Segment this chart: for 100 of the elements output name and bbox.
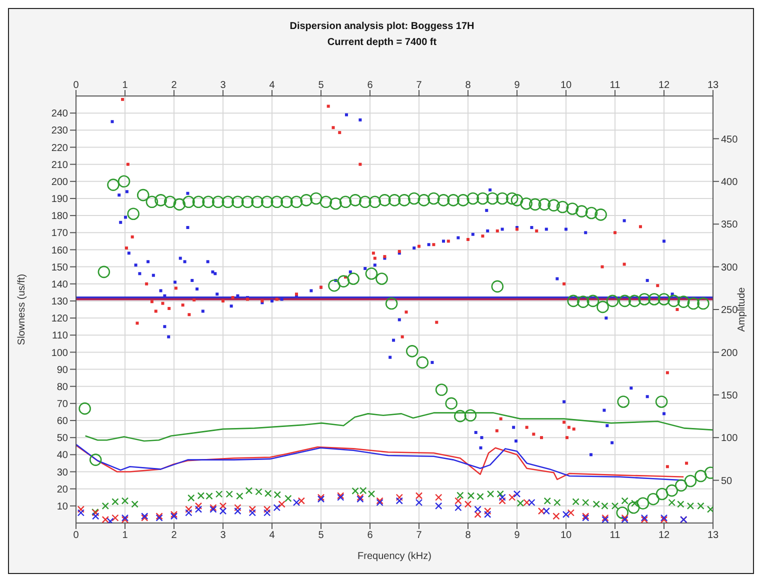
chart-title: Dispersion analysis plot: Boggess 17H: [288, 21, 476, 32]
point: [136, 322, 139, 325]
point: [666, 465, 669, 468]
x-tick-label: 4: [269, 80, 276, 91]
x-tick-label: 7: [416, 80, 422, 91]
point: [181, 304, 184, 307]
y-tick-label: 100: [51, 348, 68, 359]
y2-tick-label: 250: [721, 305, 738, 316]
y2-tick-label: 50: [721, 476, 733, 487]
point: [622, 262, 626, 266]
point: [540, 436, 543, 440]
y2-tick-label: 400: [721, 176, 738, 188]
y2-tick-label: 100: [721, 433, 738, 444]
point: [121, 98, 124, 101]
x-tick-label: 1: [122, 80, 128, 91]
y-tick-label: 90: [56, 364, 68, 376]
y2-tick-label: 350: [721, 220, 738, 231]
x-tick-label: 5: [318, 80, 324, 91]
y-tick-label: 30: [56, 467, 68, 478]
x2-tick-label: 2: [171, 530, 178, 542]
x2-tick-label: 3: [220, 530, 226, 542]
x-tick-label: 3: [220, 80, 226, 91]
point: [432, 243, 436, 246]
y-tick-label: 50: [56, 433, 68, 444]
x2-tick-label: 8: [465, 530, 472, 542]
point: [126, 162, 130, 166]
point: [496, 229, 499, 232]
point: [124, 246, 128, 250]
y-tick-label: 190: [51, 194, 68, 206]
y-tick-label: 10: [56, 501, 68, 512]
point: [535, 229, 538, 232]
point: [600, 265, 604, 268]
point: [525, 426, 528, 429]
y-tick-label: 240: [51, 108, 68, 120]
point: [656, 284, 660, 288]
y-tick-label: 230: [51, 126, 68, 137]
point: [275, 298, 278, 301]
point: [435, 320, 438, 324]
x2-tick-label: 5: [318, 530, 324, 542]
y-tick-label: 110: [52, 330, 68, 342]
point: [222, 299, 224, 302]
x2-tick-label: 7: [416, 530, 422, 542]
x-tick-label: 12: [658, 80, 670, 91]
point: [150, 300, 154, 304]
point: [373, 256, 376, 260]
y-tick-label: 150: [51, 262, 68, 274]
chart-subtitle: Current depth = 7400 ft: [326, 37, 438, 48]
x-tick-label: 10: [560, 80, 572, 91]
point: [685, 462, 688, 465]
point: [188, 313, 191, 316]
point: [145, 282, 148, 286]
point: [565, 436, 568, 440]
x2-tick-label: 4: [269, 530, 276, 542]
y2-tick-label: 450: [721, 134, 738, 146]
point: [481, 234, 484, 238]
y-tick-label: 200: [51, 176, 68, 188]
point: [338, 131, 342, 134]
point: [614, 231, 616, 234]
y-tick-label: 140: [51, 279, 68, 290]
y-tick-label: 60: [56, 416, 68, 428]
point: [638, 225, 642, 228]
point: [418, 244, 420, 248]
y-tick-label: 70: [56, 398, 68, 410]
point: [130, 235, 134, 238]
point: [372, 252, 375, 255]
point: [666, 371, 669, 374]
x-tick-label: 9: [514, 80, 520, 91]
y-tick-label: 120: [51, 314, 68, 325]
point: [192, 298, 196, 302]
x2-tick-label: 1: [122, 530, 128, 542]
x-axis-title: Frequency (kHz): [358, 551, 432, 562]
y2-axis-title: Amplitude: [736, 286, 748, 332]
point: [332, 126, 335, 130]
y-tick-label: 20: [56, 484, 68, 496]
y-tick-label: 40: [56, 450, 68, 462]
y2-tick-label: 200: [721, 348, 738, 359]
x-tick-label: 8: [465, 80, 472, 91]
point: [495, 429, 498, 432]
point: [446, 240, 450, 243]
point: [567, 426, 570, 429]
x2-tick-label: 9: [514, 530, 520, 542]
point: [466, 238, 470, 241]
y-tick-label: 160: [51, 245, 68, 256]
x-tick-label: 11: [610, 80, 621, 91]
point: [231, 296, 234, 300]
x2-tick-label: 0: [73, 530, 80, 542]
point: [168, 306, 171, 310]
y-tick-label: 180: [51, 211, 68, 222]
y-tick-label: 220: [51, 142, 68, 154]
line-series: [84, 412, 713, 442]
point: [562, 420, 566, 424]
x-tick-label: 6: [367, 80, 374, 91]
y-tick-label: 210: [51, 160, 68, 171]
x-tick-label: 0: [73, 80, 80, 91]
point: [676, 308, 679, 311]
x2-tick-label: 11: [610, 530, 621, 542]
x2-tick-label: 6: [367, 530, 374, 542]
point: [532, 432, 536, 436]
point: [154, 310, 158, 313]
x2-tick-label: 10: [560, 530, 572, 542]
